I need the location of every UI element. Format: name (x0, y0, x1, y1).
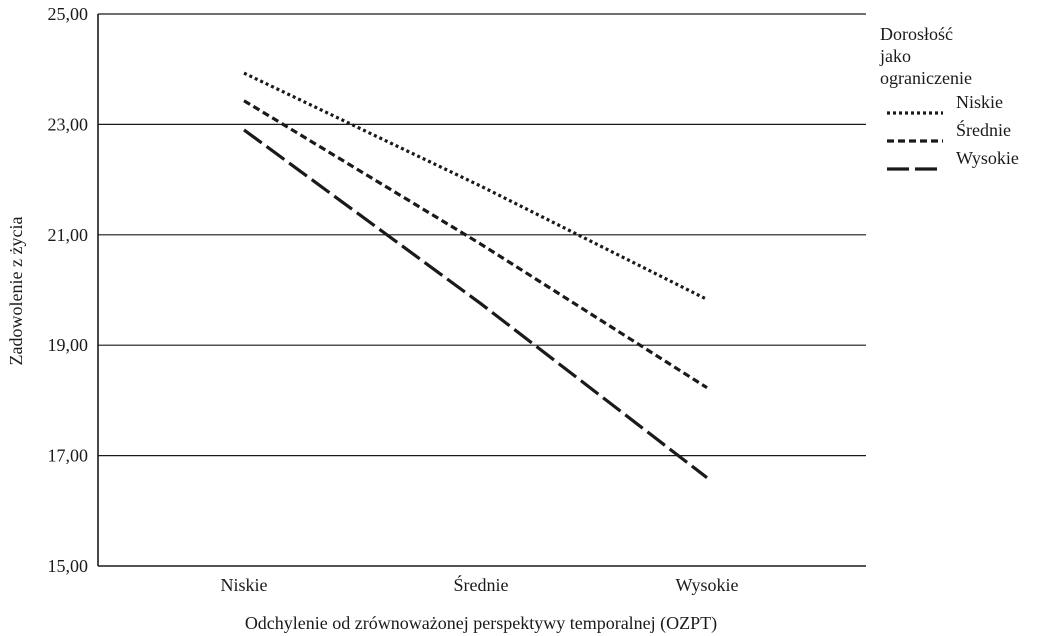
legend-label-2: Wysokie (956, 148, 1019, 168)
y-axis-label: Zadowolenie z życia (6, 217, 26, 366)
series-lines (243, 71, 708, 479)
y-tick-label-5: 25,00 (48, 4, 89, 24)
legend-label-1: Średnie (956, 119, 1011, 140)
x-tick-label-2: Wysokie (676, 575, 739, 595)
legend-label-0: Niskie (956, 92, 1003, 112)
y-tick-label-0: 15,00 (48, 556, 89, 576)
x-tick-label-1: Średnie (454, 574, 509, 595)
x-axis-label: Odchylenie od zrównoważonej perspektywy … (245, 613, 717, 634)
x-tick-label-0: Niskie (221, 575, 268, 595)
grid-lines (98, 13, 866, 457)
legend: Dorosłość jako ograniczenie Niskie Średni… (879, 24, 1019, 171)
legend-title-line-2: jako (879, 46, 911, 66)
y-tick-label-1: 17,00 (48, 446, 89, 466)
series-line-0 (243, 71, 708, 301)
legend-title-line-1: Dorosłość (880, 24, 953, 44)
y-tick-label-2: 19,00 (48, 335, 89, 355)
y-tick-label-4: 23,00 (48, 114, 89, 134)
y-tick-label-3: 21,00 (48, 225, 89, 245)
series-line-1 (243, 99, 708, 390)
tick-labels: 15,00 17,00 19,00 21,00 23,00 25,00 Niskie Śred… (48, 4, 739, 595)
legend-title-line-3: ograniczenie (880, 68, 972, 88)
series-line-2 (243, 128, 708, 479)
axes (97, 14, 866, 567)
